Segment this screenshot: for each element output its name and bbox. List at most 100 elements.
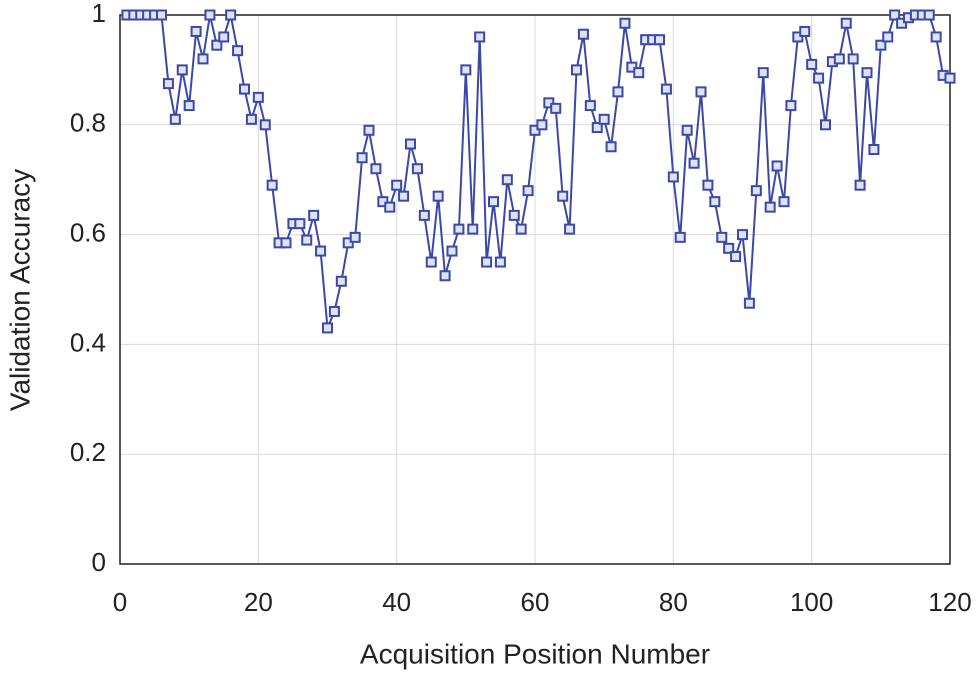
data-point — [730, 251, 742, 263]
data-point — [577, 28, 589, 40]
x-tick-label: 120 — [928, 587, 971, 617]
data-point — [799, 25, 811, 37]
data-point — [405, 138, 416, 150]
data-point — [778, 196, 790, 208]
data-point — [183, 100, 195, 112]
x-tick-label: 80 — [659, 587, 688, 617]
data-point — [418, 209, 430, 221]
data-point — [550, 102, 562, 114]
data-point — [515, 223, 527, 235]
data-point — [688, 157, 700, 169]
data-point — [446, 245, 458, 257]
data-point — [349, 231, 361, 243]
data-point — [245, 113, 257, 125]
data-point — [363, 124, 375, 136]
data-point — [598, 113, 610, 125]
data-point — [889, 9, 901, 21]
data-point — [335, 275, 347, 287]
x-tick-label: 60 — [521, 587, 550, 617]
data-point — [239, 83, 250, 95]
data-point — [785, 100, 797, 112]
data-point — [757, 67, 769, 79]
data-point — [259, 119, 271, 131]
data-point — [474, 31, 486, 43]
data-point — [522, 185, 534, 197]
data-point — [674, 231, 686, 243]
data-point — [923, 9, 935, 21]
data-point — [508, 209, 520, 221]
data-point — [591, 122, 603, 134]
data-point — [840, 17, 852, 29]
data-point — [771, 160, 783, 172]
data-point — [162, 78, 174, 90]
data-point — [854, 179, 866, 191]
data-point — [432, 190, 444, 202]
data-point — [875, 39, 887, 51]
data-point — [190, 25, 202, 37]
data-point — [494, 256, 506, 268]
data-point — [723, 242, 735, 254]
data-point — [605, 141, 617, 153]
y-tick-label: 0 — [92, 547, 106, 577]
x-tick-label: 20 — [244, 587, 273, 617]
data-point — [709, 196, 721, 208]
data-point — [660, 83, 672, 95]
data-point — [481, 256, 493, 268]
data-point — [301, 234, 313, 246]
data-point — [280, 237, 292, 249]
data-point — [232, 45, 244, 57]
data-point — [225, 9, 237, 21]
x-tick-label: 40 — [382, 587, 411, 617]
data-point — [743, 297, 755, 309]
y-axis-label: Validation Accuracy — [4, 169, 35, 411]
data-point — [847, 53, 859, 65]
data-point — [176, 64, 188, 76]
data-point — [411, 163, 423, 175]
data-point — [806, 58, 818, 70]
data-point — [252, 91, 264, 103]
data-point — [536, 119, 548, 131]
data-point — [702, 179, 714, 191]
y-tick-label: 0.2 — [70, 437, 106, 467]
x-axis-label: Acquisition Position Number — [360, 638, 710, 669]
data-point — [398, 190, 410, 202]
y-tick-label: 0.6 — [70, 217, 106, 247]
data-point — [460, 64, 472, 76]
data-point — [633, 67, 645, 79]
data-point — [391, 179, 403, 191]
data-point — [813, 72, 825, 84]
data-point — [564, 223, 576, 235]
data-point — [882, 31, 894, 43]
data-point — [716, 231, 728, 243]
data-point — [308, 209, 320, 221]
data-point — [667, 171, 679, 183]
data-point — [944, 72, 956, 84]
x-tick-label: 0 — [113, 587, 127, 617]
data-point — [211, 39, 223, 51]
data-point — [328, 305, 340, 317]
data-point — [488, 196, 499, 208]
data-point — [467, 223, 479, 235]
x-tick-label: 100 — [790, 587, 833, 617]
data-point — [833, 53, 845, 65]
y-tick-label: 1 — [92, 0, 106, 28]
data-point — [571, 64, 582, 76]
data-point — [315, 245, 327, 257]
data-point — [557, 190, 569, 202]
data-point — [266, 179, 278, 191]
data-point — [619, 17, 631, 29]
data-point — [737, 229, 748, 241]
data-point — [930, 31, 942, 43]
data-point — [584, 100, 596, 112]
data-point — [197, 53, 209, 65]
data-point — [868, 144, 880, 156]
data-point — [681, 124, 693, 136]
data-point — [294, 218, 306, 230]
data-line — [126, 12, 951, 329]
data-point — [501, 174, 513, 186]
data-point — [764, 201, 776, 213]
y-tick-label: 0.8 — [70, 108, 106, 138]
data-point — [370, 163, 382, 175]
data-point — [356, 152, 368, 164]
